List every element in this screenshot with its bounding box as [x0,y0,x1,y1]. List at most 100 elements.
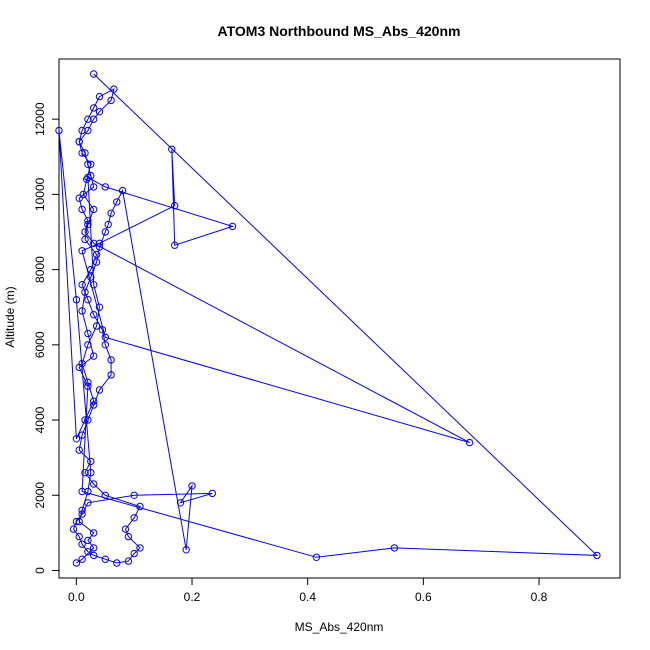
data-point [90,544,98,552]
data-point [98,326,107,334]
data-point [75,194,83,202]
data-point [81,228,89,236]
data-point [90,311,98,319]
data-point [101,333,110,341]
data-point [84,499,92,507]
data-point [84,160,92,169]
data-point [75,446,83,454]
data-point [90,183,98,191]
data-point [75,138,83,146]
data-point [136,544,144,552]
data-point [87,265,95,274]
x-tick-label: 0.8 [531,590,548,604]
data-point [130,491,138,499]
data-series [55,70,601,567]
data-point [72,517,81,526]
data-point [78,540,86,548]
data-point [182,546,190,554]
y-tick-label: 0 [33,567,47,574]
data-point [110,85,118,93]
x-tick-label: 0.6 [415,590,432,604]
data-point [78,506,86,514]
data-point [78,555,86,563]
data-point [81,288,89,296]
data-point [87,469,95,477]
data-point [390,544,399,552]
data-point [84,536,92,545]
data-point [84,548,92,556]
data-point [228,222,237,231]
data-point [101,491,110,499]
x-axis: 0.0 0.2 0.4 0.6 0.8 [68,577,548,604]
data-point [130,514,138,522]
data-point [90,115,98,123]
data-point [130,549,138,558]
data-point [107,356,115,364]
data-point [95,303,104,311]
y-axis: 0 2000 4000 6000 8000 10000 12000 [33,102,60,574]
data-point [90,401,98,409]
data-point [176,499,185,507]
data-point [101,183,110,191]
data-point [101,555,110,563]
data-point [124,557,133,565]
data-point [72,435,81,443]
data-point [84,126,92,135]
data-point [84,115,92,123]
data-point [107,96,115,105]
data-point [104,220,112,229]
data-point [84,329,92,338]
data-point [87,160,95,169]
data-point [78,359,86,368]
data-point [78,431,86,439]
data-point [84,217,92,225]
data-point [83,175,91,184]
data-point [81,469,89,477]
data-point [95,92,104,101]
data-point [113,198,121,206]
data-point [87,273,95,281]
y-tick-label: 6000 [33,331,47,358]
data-point [75,532,83,541]
data-point [593,551,601,560]
data-point [90,480,98,488]
data-point [95,108,104,116]
data-point [90,281,98,289]
data-point [84,378,92,387]
x-tick-label: 0.0 [68,590,85,604]
data-point [72,296,81,304]
data-point [75,517,83,526]
data-point [72,559,81,567]
data-point [208,489,217,498]
data-point [90,397,98,405]
data-point [101,228,110,236]
data-point [90,352,98,360]
data-point [107,371,115,379]
data-point [87,457,95,466]
data-point [312,553,321,561]
data-point [78,149,86,157]
y-tick-label: 10000 [33,177,47,211]
data-point [78,247,86,255]
data-point [188,482,196,490]
data-point [95,243,104,251]
data-point [81,235,89,244]
data-point [107,209,115,217]
x-tick-label: 0.2 [184,590,201,604]
data-point [101,341,110,349]
data-point [84,382,92,390]
data-point [84,296,92,304]
data-point [171,241,179,249]
data-point [124,532,133,541]
data-point [92,250,101,259]
data-point [78,487,86,496]
data-point [78,126,86,135]
data-point [90,205,98,214]
series-line [58,73,599,564]
data-point [95,239,104,248]
data-point [90,239,98,248]
data-point [95,386,104,394]
data-point [84,487,92,496]
x-tick-label: 0.4 [299,590,316,604]
data-point [90,70,98,78]
